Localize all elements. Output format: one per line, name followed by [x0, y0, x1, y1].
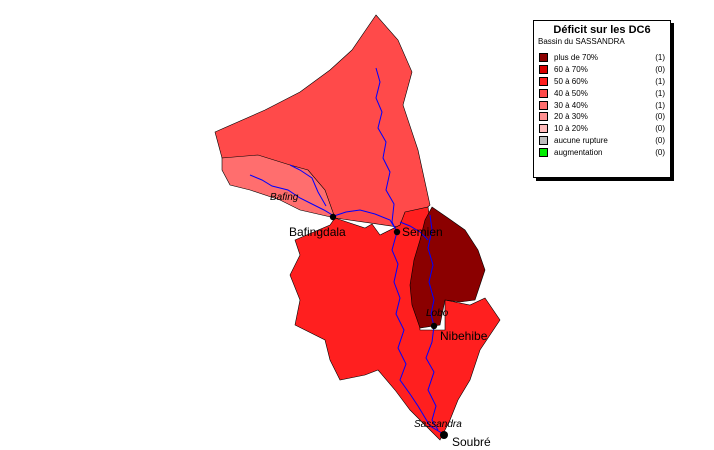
legend-item-label: aucune rupture	[554, 135, 608, 145]
river-bafing	[249, 174, 335, 217]
legend-item-label: augmentation	[554, 147, 603, 157]
legend-item-label: 60 à 70%	[554, 65, 588, 75]
river-sassandra-label: Sassandra	[414, 419, 462, 430]
legend-item: 50 à 60% (1)	[538, 76, 666, 88]
legend-subtitle: Bassin du SASSANDRA	[538, 37, 625, 46]
legend-item-count: (1)	[655, 100, 665, 110]
legend-item-count: (0)	[655, 65, 665, 75]
river-lobo-trib	[399, 221, 429, 241]
river-bafing-label: Bafing	[270, 192, 299, 203]
station-nibehibe-label: Nibehibe	[440, 329, 488, 343]
legend-swatch	[539, 124, 548, 134]
river-lobo-label: Lobo	[426, 308, 449, 319]
legend-item: 30 à 40% (1)	[538, 99, 666, 111]
legend-item-label: 10 à 20%	[554, 124, 588, 134]
legend-swatch	[539, 53, 548, 63]
legend-title: Déficit sur les DC6	[553, 24, 651, 36]
legend-item-label: 20 à 30%	[554, 112, 588, 122]
legend-item-count: (1)	[655, 76, 665, 86]
legend-swatch	[539, 76, 548, 86]
region-soubre	[289, 206, 501, 441]
legend-item: aucune rupture (0)	[538, 135, 666, 147]
legend-item: 20 à 30% (0)	[538, 111, 666, 123]
legend-item-count: (0)	[655, 147, 665, 157]
legend-item-label: 40 à 50%	[554, 88, 588, 98]
legend-item-label: 30 à 40%	[554, 100, 588, 110]
station-semien-marker	[393, 228, 401, 236]
river-sassandra-main	[375, 67, 447, 437]
station-soubre-marker	[440, 431, 448, 439]
station-semien-label: Semien	[402, 225, 443, 239]
legend-item: 60 à 70% (0)	[538, 64, 666, 76]
station-bafingdala-label: Bafingdala	[289, 225, 346, 239]
legend-item: 10 à 20% (0)	[538, 123, 666, 135]
river-bafing-trib	[289, 164, 327, 207]
legend-item: augmentation (0)	[538, 146, 666, 158]
legend-swatch	[539, 88, 548, 98]
legend-item: plus de 70% (1)	[538, 52, 666, 64]
station-bafingdala-marker	[329, 213, 337, 221]
legend-items: plus de 70% (1) 60 à 70% (0) 50 à 60% (1) 40 à…	[538, 52, 666, 158]
legend-item-count: (1)	[655, 53, 665, 63]
river-semien-trib	[333, 209, 397, 231]
region-nibehibe	[409, 206, 486, 329]
legend-item-count: (0)	[655, 135, 665, 145]
legend-swatch	[539, 135, 548, 145]
legend-item-count: (1)	[655, 88, 665, 98]
legend-item-label: 50 à 60%	[554, 76, 588, 86]
legend-item-count: (0)	[655, 112, 665, 122]
legend-item-count: (0)	[655, 124, 665, 134]
map-legend: Déficit sur les DC6 Bassin du SASSANDRA …	[533, 20, 671, 178]
legend-swatch	[539, 65, 548, 75]
station-soubre-label: Soubré	[452, 435, 491, 449]
legend-item-label: plus de 70%	[554, 53, 599, 63]
legend-swatch	[539, 147, 548, 157]
legend-item: 40 à 50% (1)	[538, 87, 666, 99]
region-bafingdala	[221, 154, 336, 219]
legend-swatch	[539, 100, 548, 110]
station-nibehibe-marker	[430, 322, 438, 330]
legend-swatch	[539, 112, 548, 122]
